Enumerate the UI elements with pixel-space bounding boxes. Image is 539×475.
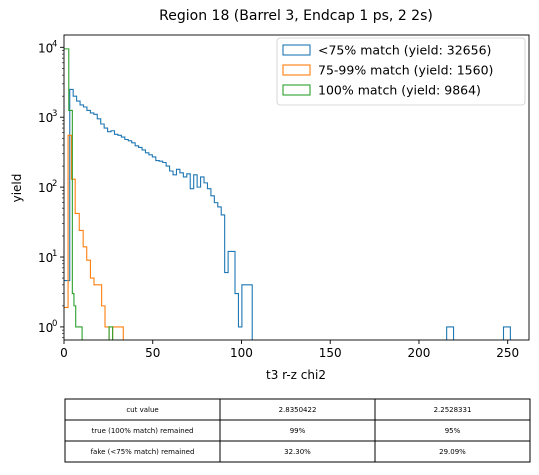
x-axis-label: t3 r-z chi2 [266,368,326,382]
y-tick-exponent-2: 2 [52,179,57,189]
series-3-histogram [64,48,114,340]
x-tick-label-4: 200 [408,346,431,360]
legend-box [276,37,526,106]
cut-table: cut value 2.8350422 2.2528331 true (100% ma… [64,398,531,463]
table-cell-text-1-2: 95% [445,427,461,435]
y-tick-label-4: 10 [38,41,53,55]
y-tick-label-0: 10 [38,321,53,335]
table-cell-text-0-1: 2.8350422 [279,406,317,414]
table-cell-text-1-0: true (100% match) remained [92,427,194,435]
y-axis-label: yield [10,174,24,203]
x-tick-label-5: 250 [496,346,519,360]
series-layer [64,48,511,340]
y-tick-label-3: 10 [38,111,53,125]
y-minor-ticks [62,50,64,339]
x-tick-label-1: 50 [145,346,160,360]
legend-label-1: <75% match (yield: 32656) [318,43,491,58]
y-tick-label-2: 10 [38,181,53,195]
chart-title: Region 18 (Barrel 3, Endcap 1 ps, 2 2s) [159,8,433,24]
x-tick-label-3: 150 [319,346,342,360]
plot-frame [63,34,530,341]
y-tick-label-1: 10 [38,251,53,265]
y-tick-exponent-0: 0 [52,319,57,329]
table-cell-2-2 [374,440,531,463]
legend: <75% match (yield: 32656) 75-99% match (y… [276,37,526,106]
table-cell-text-2-0: fake (<75% match) remained [91,448,195,456]
legend-label-2: 75-99% match (yield: 1560) [318,63,493,78]
series-1-histogram [64,88,511,340]
series-2-histogram [64,134,124,340]
table-cell-text-0-2: 2.2528331 [434,406,472,414]
legend-swatch-1 [282,44,311,56]
table-cell-text-2-2: 29.09% [439,448,466,456]
y-tick-exponent-1: 1 [52,249,57,259]
table-cell-text-1-1: 99% [290,427,306,435]
x-tick-label-2: 100 [230,346,253,360]
table-cell-text-2-1: 32.30% [284,448,311,456]
legend-swatch-2 [282,64,311,76]
x-tick-label-0: 0 [60,346,68,360]
legend-swatch-3 [282,84,311,96]
y-tick-exponent-3: 3 [52,109,57,119]
y-tick-exponent-4: 4 [52,39,57,49]
legend-items: <75% match (yield: 32656) 75-99% match (y… [282,43,493,98]
legend-label-3: 100% match (yield: 9864) [318,83,481,98]
table-cell-text-0-0: cut value [126,406,158,414]
x-axis: 0 50 100 150 200 250 [60,340,519,360]
